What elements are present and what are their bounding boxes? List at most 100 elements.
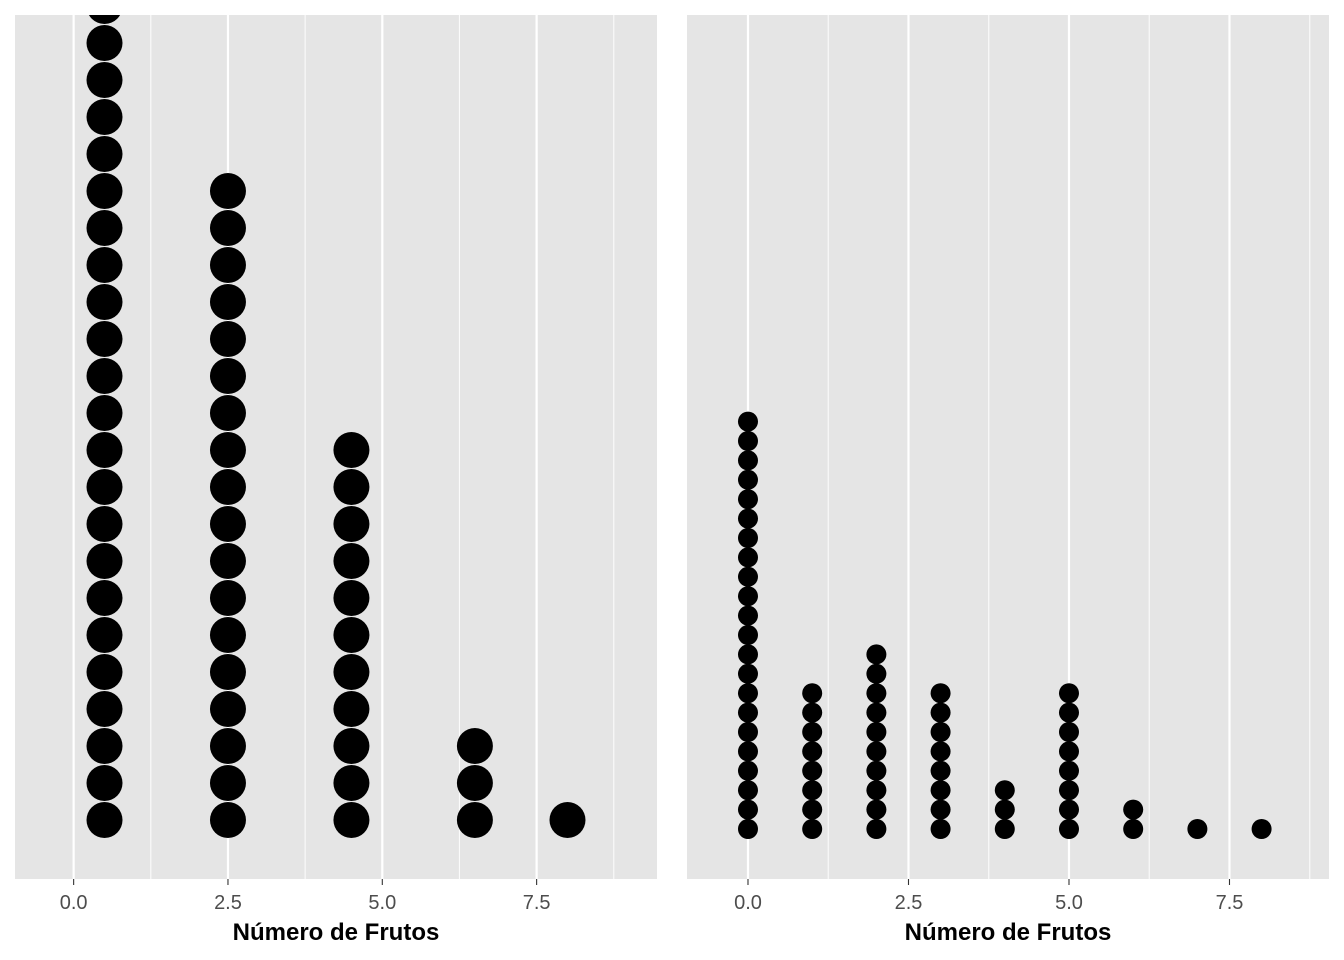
dot-stack — [333, 432, 370, 838]
dot — [802, 780, 823, 801]
dot — [86, 728, 123, 764]
dot — [802, 819, 823, 839]
dot — [1123, 819, 1144, 839]
dot — [209, 728, 246, 764]
x-tick-label: 2.5 — [895, 892, 923, 914]
dot — [86, 247, 123, 283]
dot — [456, 728, 493, 764]
dot — [86, 802, 123, 838]
dot — [86, 506, 123, 542]
dot — [333, 691, 370, 727]
dot — [333, 617, 370, 653]
dot — [737, 799, 758, 820]
dot-stack — [737, 411, 758, 839]
dot — [86, 284, 123, 320]
dot — [209, 358, 246, 394]
dot — [737, 722, 758, 742]
dot — [209, 284, 246, 320]
dot — [737, 508, 758, 529]
dot — [86, 25, 123, 61]
dot — [209, 469, 246, 505]
x-tick-label: 7.5 — [523, 892, 551, 914]
dot — [86, 210, 123, 246]
dot — [333, 654, 370, 690]
dot — [333, 506, 370, 542]
dot — [1058, 722, 1079, 742]
dot — [866, 741, 887, 762]
dot — [737, 450, 758, 471]
dot — [930, 722, 951, 742]
dot — [737, 566, 758, 587]
dot — [737, 469, 758, 490]
dot-stack — [209, 173, 246, 838]
dot — [737, 605, 758, 626]
dot-stack — [1187, 819, 1208, 839]
dot — [1058, 819, 1079, 839]
dot — [866, 819, 887, 839]
dot — [1123, 799, 1144, 820]
dot — [802, 741, 823, 762]
dot — [866, 683, 887, 704]
dot — [209, 617, 246, 653]
dot — [209, 432, 246, 468]
dot — [737, 586, 758, 607]
dot — [1058, 799, 1079, 820]
dot — [866, 644, 887, 665]
x-tick-label: 2.5 — [214, 892, 242, 914]
dot-stack — [86, 15, 123, 838]
dot — [86, 543, 123, 579]
dot — [1058, 702, 1079, 723]
dot — [866, 702, 887, 723]
dot — [209, 691, 246, 727]
dot — [333, 580, 370, 616]
dot — [1058, 683, 1079, 704]
dot-stack — [930, 683, 951, 839]
dot-stack — [549, 802, 586, 838]
dot — [866, 780, 887, 801]
dot — [802, 702, 823, 723]
dot — [456, 802, 493, 838]
dot — [86, 321, 123, 357]
dot — [737, 760, 758, 781]
dot — [930, 819, 951, 839]
dot — [333, 728, 370, 764]
dot-stack — [456, 728, 493, 838]
dot — [802, 799, 823, 820]
dot-stacks — [737, 411, 1272, 839]
dot — [866, 760, 887, 781]
dot — [549, 802, 586, 838]
x-tick-label: 7.5 — [1216, 892, 1244, 914]
dot — [930, 741, 951, 762]
dot — [737, 741, 758, 762]
dot — [930, 760, 951, 781]
dot — [994, 799, 1015, 820]
dot — [866, 663, 887, 684]
dot — [737, 528, 758, 548]
panel-background — [687, 15, 1329, 879]
dot — [88, 15, 121, 24]
dot — [737, 411, 758, 432]
dot — [86, 173, 123, 209]
dot — [86, 765, 123, 801]
dot — [1251, 819, 1272, 839]
x-tick-label: 0.0 — [60, 892, 88, 914]
dot-stack — [866, 644, 887, 839]
dot — [737, 644, 758, 665]
dot — [930, 780, 951, 801]
dot — [333, 469, 370, 505]
dot — [86, 358, 123, 394]
dot — [737, 663, 758, 684]
dot — [737, 819, 758, 839]
x-axis-title: Número de Frutos — [233, 919, 440, 946]
x-axis-title: Número de Frutos — [905, 919, 1112, 946]
dot — [1058, 760, 1079, 781]
dot — [737, 625, 758, 645]
dot-stack — [1123, 799, 1144, 839]
dot — [930, 683, 951, 704]
dot — [333, 802, 370, 838]
dot — [209, 247, 246, 283]
dot — [737, 702, 758, 723]
dot — [930, 702, 951, 723]
dot — [994, 780, 1015, 801]
